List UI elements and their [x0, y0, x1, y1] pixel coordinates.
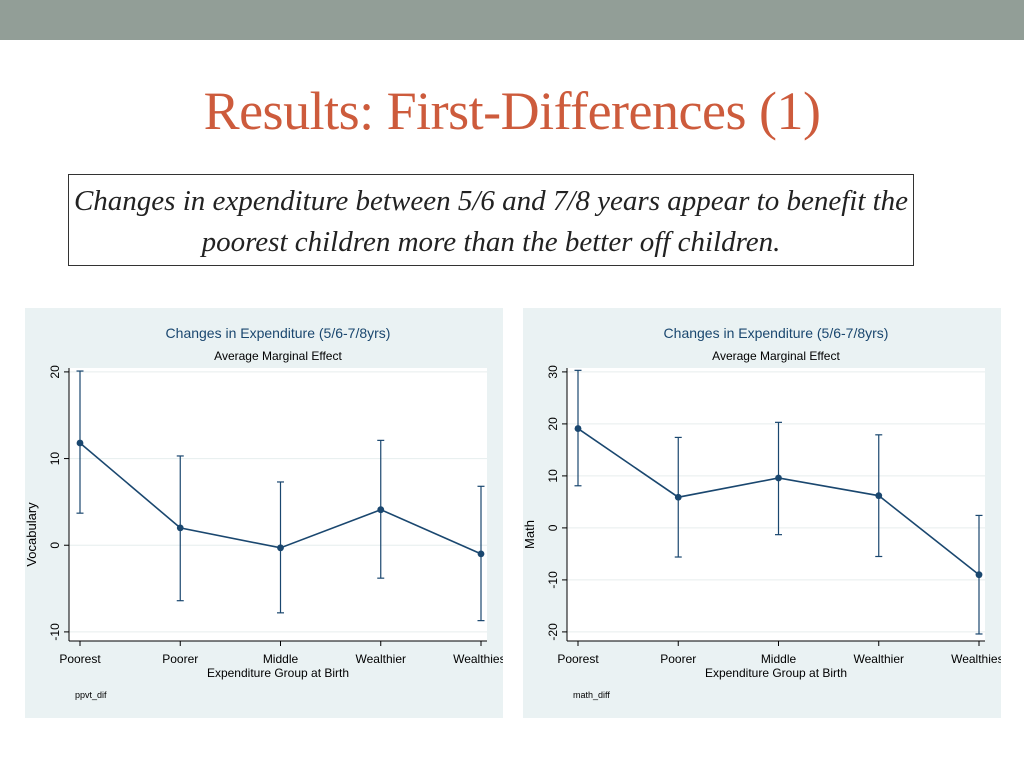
- data-point: [277, 544, 284, 552]
- chart-vocabulary: -10 0 10 20 Poorest Poorer Middle Wealthier Weal…: [25, 325, 503, 700]
- y-tick-label: -10: [48, 623, 62, 641]
- y-tick-label: -10: [546, 571, 560, 589]
- x-tick-label: Wealthier: [356, 652, 406, 666]
- chart-subtitle: Average Marginal Effect: [712, 349, 840, 363]
- chart-title: Changes in Expenditure (5/6-7/8yrs): [166, 325, 391, 341]
- data-point: [176, 524, 184, 532]
- x-tick-label: Poorest: [557, 652, 599, 666]
- x-tick-label: Wealthiest: [951, 652, 1001, 666]
- y-tick-label: 10: [546, 469, 560, 483]
- chart-math: -20 -10 0 10 20 30 Poorest Poorer Middle Wealthie…: [523, 325, 1001, 700]
- x-tick-label: Poorer: [660, 652, 696, 666]
- y-tick-label: 0: [48, 542, 62, 549]
- chart-title: Changes in Expenditure (5/6-7/8yrs): [664, 325, 889, 341]
- y-axis-label: Math: [523, 520, 537, 549]
- chart-note: math_diff: [573, 690, 610, 700]
- y-tick-label: 0: [546, 524, 560, 531]
- x-tick-label: Wealthier: [854, 652, 904, 666]
- x-tick-label: Poorest: [59, 652, 101, 666]
- y-tick-label: -20: [546, 623, 560, 641]
- top-bar: [0, 0, 1024, 40]
- x-tick-label: Wealthiest: [453, 652, 503, 666]
- x-tick-label: Middle: [263, 652, 299, 666]
- data-point: [477, 550, 485, 558]
- data-point: [76, 439, 84, 447]
- data-point: [377, 506, 385, 514]
- x-tick-label: Poorer: [162, 652, 198, 666]
- y-tick-label: 10: [48, 452, 62, 466]
- chart-panel-math: -20 -10 0 10 20 30 Poorest Poorer Middle Wealthie…: [523, 308, 1001, 718]
- chart-subtitle: Average Marginal Effect: [214, 349, 342, 363]
- data-point: [674, 493, 682, 501]
- data-point: [775, 474, 782, 482]
- y-tick-label: 20: [546, 417, 560, 431]
- caption-box: Changes in expenditure between 5/6 and 7…: [68, 174, 914, 266]
- chart-note: ppvt_dif: [75, 690, 107, 700]
- plot-area: [69, 368, 487, 641]
- x-axis-label: Expenditure Group at Birth: [207, 666, 349, 680]
- y-tick-label: 20: [48, 365, 62, 379]
- data-point: [975, 571, 983, 579]
- chart-panel-vocabulary: -10 0 10 20 Poorest Poorer Middle Wealthier Weal…: [25, 308, 503, 718]
- plot-area: [567, 368, 985, 641]
- slide-title: Results: First-Differences (1): [203, 81, 821, 141]
- y-tick-label: 30: [546, 365, 560, 379]
- x-tick-label: Middle: [761, 652, 797, 666]
- data-point: [574, 425, 582, 432]
- y-axis-label: Vocabulary: [25, 502, 39, 567]
- data-point: [875, 492, 883, 500]
- x-axis-label: Expenditure Group at Birth: [705, 666, 847, 680]
